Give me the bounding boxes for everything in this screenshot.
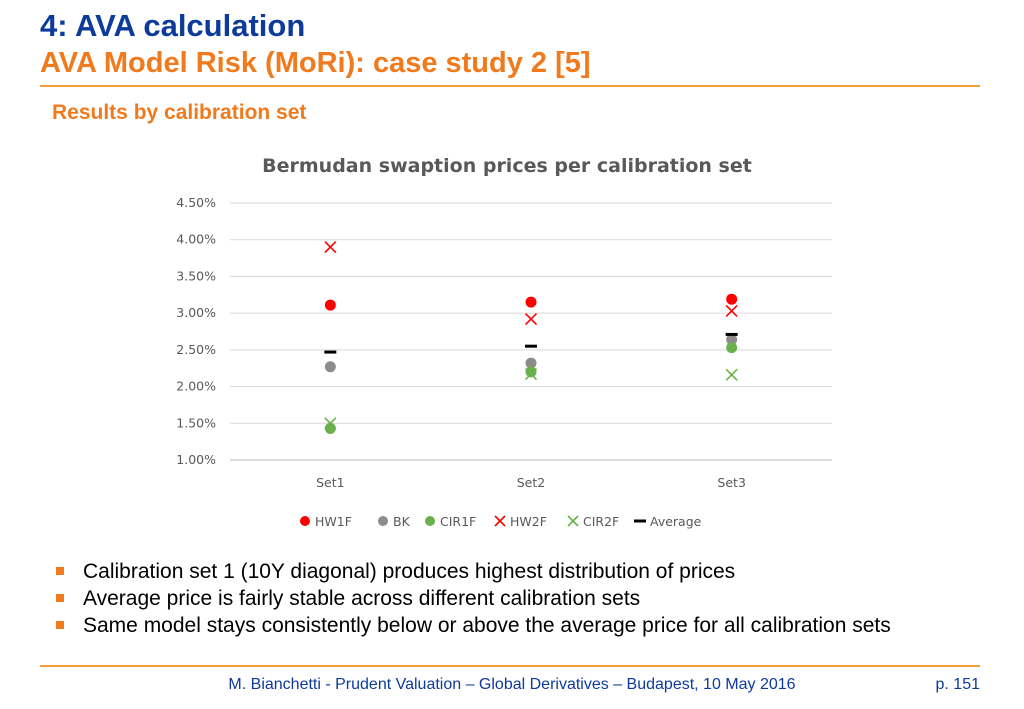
point-hw1f [726,293,738,305]
point-hw2f-stroke [524,312,538,326]
bullet-text: Average price is fairly stable across di… [83,587,641,610]
footer-text: M. Bianchetti - Prudent Valuation – Glob… [228,676,796,693]
x-tick-label: Set3 [717,475,745,490]
point-hw1f [525,296,537,308]
point-cir2f-stroke [725,368,738,381]
point-cir2f-stroke [524,368,538,381]
footer-divider [40,665,980,667]
point-hw2f-stroke [725,304,738,318]
y-axis-ticks: 1.00% 1.50% 2.00% 2.50% 3.00% 3.50% 4.00% 4.50% [176,195,216,467]
x-tick-label: Set2 [517,475,545,490]
y-tick-label: 2.00% [176,379,216,394]
point-hw1f [324,299,336,311]
slide-subtitle: AVA Model Risk (MoRi): case study 2 [5] [40,47,591,79]
point-bk [324,361,336,373]
legend-marker-cir2f [567,515,579,527]
legend-marker-hw2f-stroke [494,515,506,527]
bullet-item: Same model stays consistently below or a… [56,612,956,639]
legend-marker-cir1f [425,516,435,526]
point-cir2f-stroke [324,417,337,430]
point-cir1f [525,366,537,378]
legend-label-average: Average [650,514,702,529]
legend-marker-hw1f [300,516,310,526]
bullet-text: Same model stays consistently below or a… [83,614,891,637]
x-tick-label: Set1 [316,475,344,490]
x-axis-ticks: Set1 Set2 Set3 [316,475,746,490]
y-tick-label: 2.50% [176,342,216,357]
legend-label-hw1f: HW1F [315,514,352,529]
chart-marks [324,240,738,434]
legend-label-hw2f: HW2F [510,514,547,529]
chart-title: Bermudan swaption prices per calibration… [262,155,752,177]
page-number: p. 151 [935,676,980,693]
legend-marker-cir2f-stroke [567,515,579,527]
header-divider [40,85,980,87]
y-tick-label: 3.00% [176,305,216,320]
bullet-square-icon [56,594,64,602]
bullet-text: Calibration set 1 (10Y diagonal) produce… [83,560,736,583]
point-cir1f [726,342,738,354]
bullet-list: Calibration set 1 (10Y diagonal) produce… [56,558,956,639]
legend-label-cir1f: CIR1F [440,514,476,529]
point-cir1f [324,422,336,434]
y-tick-label: 4.50% [176,195,216,210]
point-cir2f [524,368,538,381]
point-hw2f [324,240,337,254]
legend-label-cir2f: CIR2F [583,514,619,529]
y-tick-label: 3.50% [176,268,216,283]
legend-marker-bk [378,516,388,526]
section-heading: Results by calibration set [52,101,307,124]
point-cir2f [725,368,738,381]
point-hw2f-stroke [324,240,337,254]
legend-label-bk: BK [393,514,411,529]
chart-legend: HW1F BK CIR1F HW2F CIR2F Average [300,514,702,529]
bullet-item: Calibration set 1 (10Y diagonal) produce… [56,558,956,585]
y-tick-label: 1.00% [176,452,216,467]
y-tick-label: 4.00% [176,232,216,247]
bullet-item: Average price is fairly stable across di… [56,585,956,612]
point-bk [525,357,537,369]
y-tick-label: 1.50% [176,415,216,430]
slide-title: 4: AVA calculation [40,8,306,43]
point-hw2f [725,304,738,318]
point-bk [726,334,738,346]
legend-marker-hw2f [494,515,506,527]
point-cir2f [324,417,337,430]
bullet-square-icon [56,567,64,575]
chart-gridlines [230,202,832,461]
point-hw2f [524,312,538,326]
bullet-square-icon [56,621,64,629]
